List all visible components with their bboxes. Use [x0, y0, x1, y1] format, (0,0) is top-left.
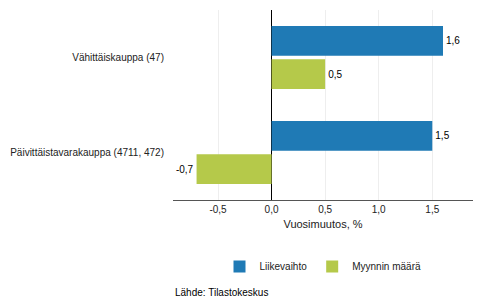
- svg-text:Liikevaihto: Liikevaihto: [260, 261, 308, 272]
- svg-text:-0,5: -0,5: [209, 204, 227, 215]
- svg-text:Lähde: Tilastokeskus: Lähde: Tilastokeskus: [175, 287, 268, 298]
- svg-text:Vuosimuutos, %: Vuosimuutos, %: [283, 218, 362, 230]
- svg-text:Myynnin määrä: Myynnin määrä: [352, 261, 421, 272]
- svg-text:0,5: 0,5: [318, 204, 332, 215]
- svg-text:1,6: 1,6: [446, 35, 460, 46]
- svg-text:1,5: 1,5: [425, 204, 439, 215]
- svg-text:Vähittäiskauppa (47): Vähittäiskauppa (47): [72, 52, 164, 63]
- svg-text:-0,7: -0,7: [176, 164, 194, 175]
- svg-text:0,0: 0,0: [265, 204, 279, 215]
- svg-text:1,0: 1,0: [372, 204, 386, 215]
- svg-text:1,5: 1,5: [435, 130, 449, 141]
- svg-text:Päivittäistavarakauppa (4711,: Päivittäistavarakauppa (4711, 472): [10, 147, 164, 158]
- svg-text:0,5: 0,5: [328, 69, 342, 80]
